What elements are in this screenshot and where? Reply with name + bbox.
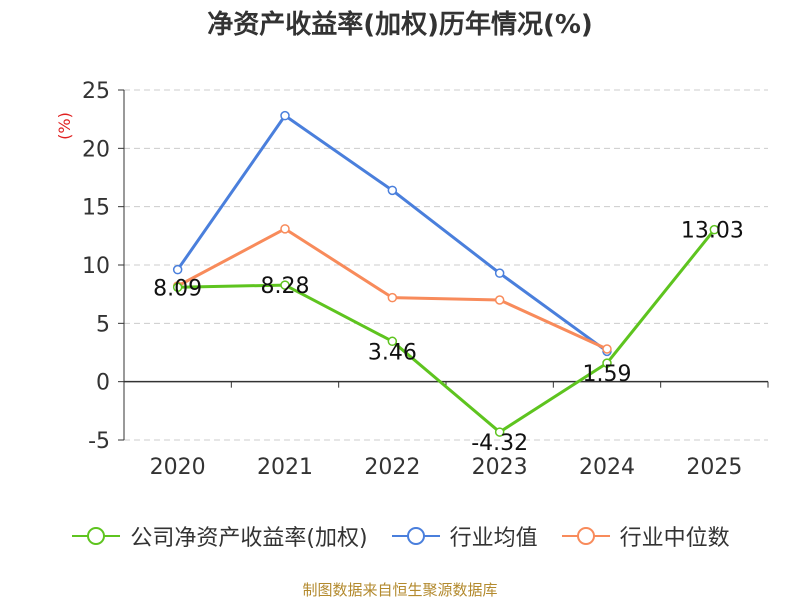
data-label: 1.59 — [583, 362, 632, 387]
data-point-company — [602, 358, 612, 368]
legend-label-industry-median: 行业中位数 — [619, 526, 730, 551]
legend-marker-company — [72, 527, 121, 545]
y-tick-label: 5 — [96, 312, 110, 337]
data-point-industry-median — [494, 295, 505, 305]
data-point-industry-median — [602, 344, 612, 354]
legend: 公司净资产收益率(加权) 行业均值 行业中位数 — [0, 520, 800, 552]
data-point-industry-median — [387, 292, 398, 303]
legend-label-company: 公司净资产收益率(加权) — [130, 526, 368, 551]
data-label: 8.28 — [261, 274, 310, 299]
legend-item-company[interactable]: 公司净资产收益率(加权) — [70, 520, 368, 552]
legend-marker-industry-mean — [391, 527, 440, 545]
data-label: 13.03 — [681, 219, 744, 244]
x-tick-label: 2023 — [472, 455, 528, 480]
data-point-industry-mean — [387, 185, 398, 196]
data-point-industry-mean — [172, 264, 183, 275]
y-tick-label: 25 — [82, 79, 110, 104]
x-tick-label: 2020 — [150, 455, 206, 480]
y-tick-label: 0 — [96, 371, 110, 396]
data-label: -4.32 — [471, 431, 528, 456]
source-note: 制图数据来自恒生聚源数据库 — [302, 581, 498, 599]
data-point-company — [387, 336, 398, 347]
x-tick-label: 2021 — [257, 455, 313, 480]
y-tick-label: 20 — [82, 137, 110, 162]
x-tick-label: 2022 — [364, 455, 420, 480]
legend-label-industry-mean: 行业均值 — [449, 526, 538, 551]
series-line-industry-mean — [176, 114, 608, 353]
series-line-company — [177, 228, 716, 434]
data-point-company — [172, 282, 183, 293]
series-line-industry-median — [176, 227, 608, 351]
data-point-company — [280, 280, 290, 290]
y-axis-label: (%) — [55, 112, 74, 140]
legend-item-industry-median[interactable]: 行业中位数 — [560, 520, 730, 552]
data-point-industry-median — [280, 224, 290, 234]
y-tick-label: 10 — [82, 254, 110, 279]
data-point-industry-mean — [494, 268, 505, 278]
y-tick-label: -5 — [88, 429, 110, 454]
y-tick-label: 15 — [82, 196, 110, 221]
data-point-industry-mean — [280, 110, 290, 121]
data-point-company — [709, 224, 720, 235]
x-tick-label: 2025 — [686, 455, 742, 480]
chart-area: 25 20 15 10 5 0 -5 (%) 2020 2021 2022 2023 2024 2025 8… — [55, 79, 769, 480]
legend-item-industry-mean[interactable]: 行业均值 — [390, 520, 538, 552]
data-label: 8.09 — [153, 276, 202, 301]
data-point-company — [494, 427, 505, 437]
chart-title: 净资产收益率(加权)历年情况(%) — [207, 10, 593, 40]
x-tick-label: 2024 — [579, 455, 635, 480]
legend-marker-industry-median — [561, 527, 610, 545]
data-label: 3.46 — [368, 340, 417, 365]
